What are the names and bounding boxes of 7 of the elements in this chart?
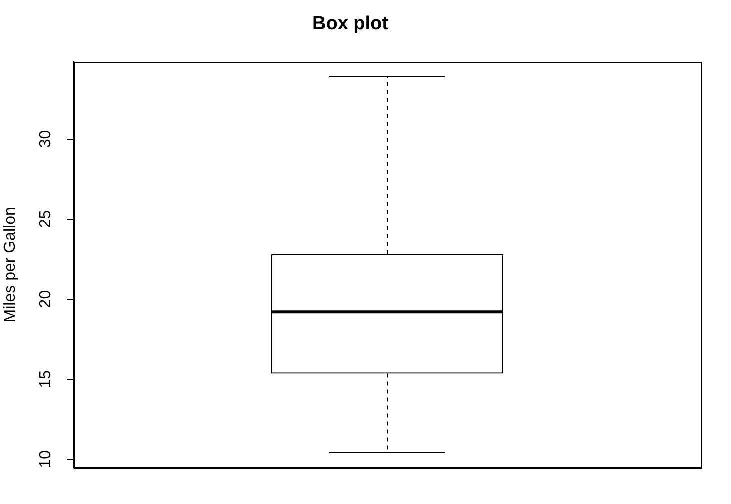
- y-tick-label: 30: [38, 130, 55, 148]
- y-tick-label: 10: [38, 450, 55, 468]
- y-axis-title: Miles per Gallon: [2, 207, 20, 323]
- y-tick-label: 20: [38, 290, 55, 308]
- y-tick-label: 25: [38, 210, 55, 228]
- y-tick-label: 15: [38, 370, 55, 388]
- chart-title: Box plot: [312, 14, 390, 35]
